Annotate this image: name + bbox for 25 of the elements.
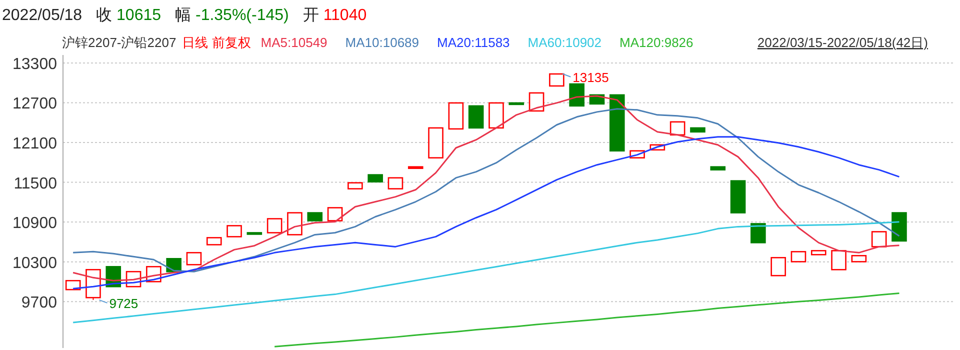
- chart-subtitle: 沪锌2207-沪铅2207 日线 前复权: [62, 35, 251, 50]
- text: 收 10615: [96, 7, 162, 24]
- text: MA10:10689: [345, 35, 420, 50]
- line-series: [274, 292, 900, 348]
- annotation: 13135: [572, 70, 609, 85]
- text: MA120:9826: [620, 35, 694, 50]
- chart-title: 2022/05/18: [2, 7, 82, 24]
- y-tick-label: 13300: [12, 56, 58, 73]
- candlestick: [408, 166, 424, 169]
- line-series: [72, 136, 900, 290]
- y-tick-label: 9700: [21, 294, 58, 312]
- y-tick-label: 10300: [12, 254, 58, 272]
- text: 2022/03/15-2022/05/18(42日): [757, 35, 928, 50]
- text: MA20:11583: [437, 35, 510, 50]
- y-tick-label: 11500: [14, 175, 58, 192]
- text: 开 11040: [302, 7, 367, 24]
- text: MA5:10549: [260, 35, 328, 50]
- y-tick-label: 10900: [12, 215, 58, 232]
- line-series: [72, 221, 900, 324]
- annotation: 9725: [109, 296, 138, 311]
- y-tick-label: 12700: [12, 96, 58, 113]
- y-tick-label: 12100: [12, 136, 58, 152]
- candlestick: [246, 232, 262, 235]
- text: 幅 -1.35%(-145): [175, 7, 289, 24]
- text: MA60:10902: [528, 35, 602, 50]
